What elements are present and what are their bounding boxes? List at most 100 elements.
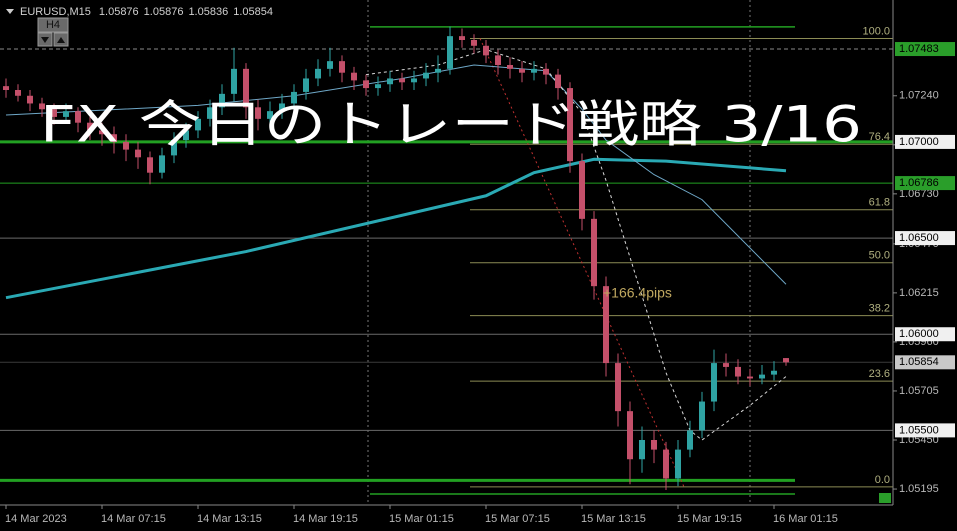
fib-label: 100.0	[862, 25, 890, 37]
x-tick-label: 16 Mar 01:15	[773, 513, 838, 525]
candle-body	[723, 363, 729, 367]
candle-body	[483, 45, 489, 56]
candle-body	[315, 68, 321, 79]
x-tick-label: 15 Mar 13:15	[581, 513, 646, 525]
x-tick-label: 15 Mar 19:15	[677, 513, 742, 525]
candle-body	[27, 95, 33, 104]
candle-body	[735, 366, 741, 377]
candle-body	[327, 61, 333, 69]
candle-body	[543, 68, 549, 75]
candle-body	[15, 90, 21, 96]
down-icon	[41, 37, 49, 43]
x-tick-label: 15 Mar 01:15	[389, 513, 454, 525]
candle-body	[579, 161, 585, 219]
fib-anchor-line	[479, 38, 685, 488]
candle-body	[747, 376, 753, 379]
candle-body	[303, 78, 309, 92]
ohlc-value: 1.05836	[188, 6, 228, 18]
fib-label: 76.4	[869, 131, 890, 143]
candle-body	[411, 78, 417, 83]
fib-label: 50.0	[869, 250, 890, 262]
candle-body	[63, 111, 69, 117]
y-tick-label: 1.06730	[899, 188, 939, 200]
candle-body	[591, 218, 597, 287]
overlay-title: FX 今日のトレード戦略 3/16	[40, 96, 862, 154]
candle-body	[711, 363, 717, 402]
price-box-label: 1.07483	[899, 43, 939, 55]
candle-body	[375, 84, 381, 89]
price-box	[895, 176, 955, 191]
candle-body	[87, 122, 93, 131]
candle-body	[159, 155, 165, 173]
candle-body	[387, 78, 393, 85]
candle-body	[231, 68, 237, 94]
price-box	[895, 327, 955, 342]
candle-body	[183, 130, 189, 140]
x-tick-label: 14 Mar 07:15	[101, 513, 166, 525]
candle-body	[39, 103, 45, 110]
x-tick-label: 14 Mar 19:15	[293, 513, 358, 525]
timeframe-label: H4	[46, 19, 60, 31]
candle-body	[615, 363, 621, 412]
candle-body	[519, 68, 525, 73]
up-icon	[57, 37, 65, 43]
candle-body	[531, 68, 537, 73]
price-box-label: 1.07000	[899, 136, 939, 148]
candle-body	[627, 411, 633, 460]
price-box-label: 1.06786	[899, 177, 939, 189]
candle-body	[639, 440, 645, 460]
price-box-label: 1.05500	[899, 424, 939, 436]
y-tick-label: 1.05705	[899, 385, 939, 397]
y-tick-label: 1.06215	[899, 287, 939, 299]
candle-body	[687, 430, 693, 450]
candle-body	[123, 141, 129, 150]
candle-body	[279, 103, 285, 112]
candle-body	[111, 134, 117, 142]
fib-label: 0.0	[875, 474, 890, 486]
candle-body	[3, 86, 9, 90]
x-tick-label: 15 Mar 07:15	[485, 513, 550, 525]
candle-body	[291, 91, 297, 104]
candle-body	[759, 374, 765, 379]
price-box	[895, 134, 955, 149]
price-box	[895, 42, 955, 57]
candle-body	[195, 118, 201, 131]
candle-body	[507, 65, 513, 69]
corner-marker	[879, 493, 891, 503]
candle-body	[399, 78, 405, 83]
candle-body	[171, 140, 177, 156]
candle-body	[243, 68, 249, 108]
candle-body	[219, 93, 225, 108]
price-box	[895, 231, 955, 246]
ohlc-value: 1.05854	[233, 6, 273, 18]
candle-body	[459, 36, 465, 40]
y-tick-label: 1.05195	[899, 483, 939, 495]
candle-body	[147, 157, 153, 173]
candle-body	[435, 68, 441, 73]
price-box	[895, 355, 955, 370]
x-tick-label: 14 Mar 13:15	[197, 513, 262, 525]
candle-body	[99, 130, 105, 135]
candle-body	[447, 36, 453, 69]
price-box-label: 1.05854	[899, 356, 939, 368]
candle-body	[267, 111, 273, 119]
candle-body	[603, 286, 609, 364]
y-tick-label: 1.07240	[899, 90, 939, 102]
annotation: +166.4pips	[603, 285, 672, 301]
candle-body	[567, 88, 573, 162]
fib-label: 61.8	[869, 197, 890, 209]
menu-arrow[interactable]	[6, 9, 14, 14]
timeframe-button[interactable]	[37, 17, 69, 33]
price-box-label: 1.06500	[899, 232, 939, 244]
candle-body	[135, 149, 141, 158]
candle-body	[555, 74, 561, 89]
candle-body	[75, 111, 81, 123]
symbol: EURUSD,M15	[20, 6, 91, 18]
candle-body	[651, 440, 657, 450]
ohlc-value: 1.05876	[99, 6, 139, 18]
candle-body	[495, 55, 501, 65]
candle-body	[351, 72, 357, 81]
price-box-label: 1.06000	[899, 328, 939, 340]
